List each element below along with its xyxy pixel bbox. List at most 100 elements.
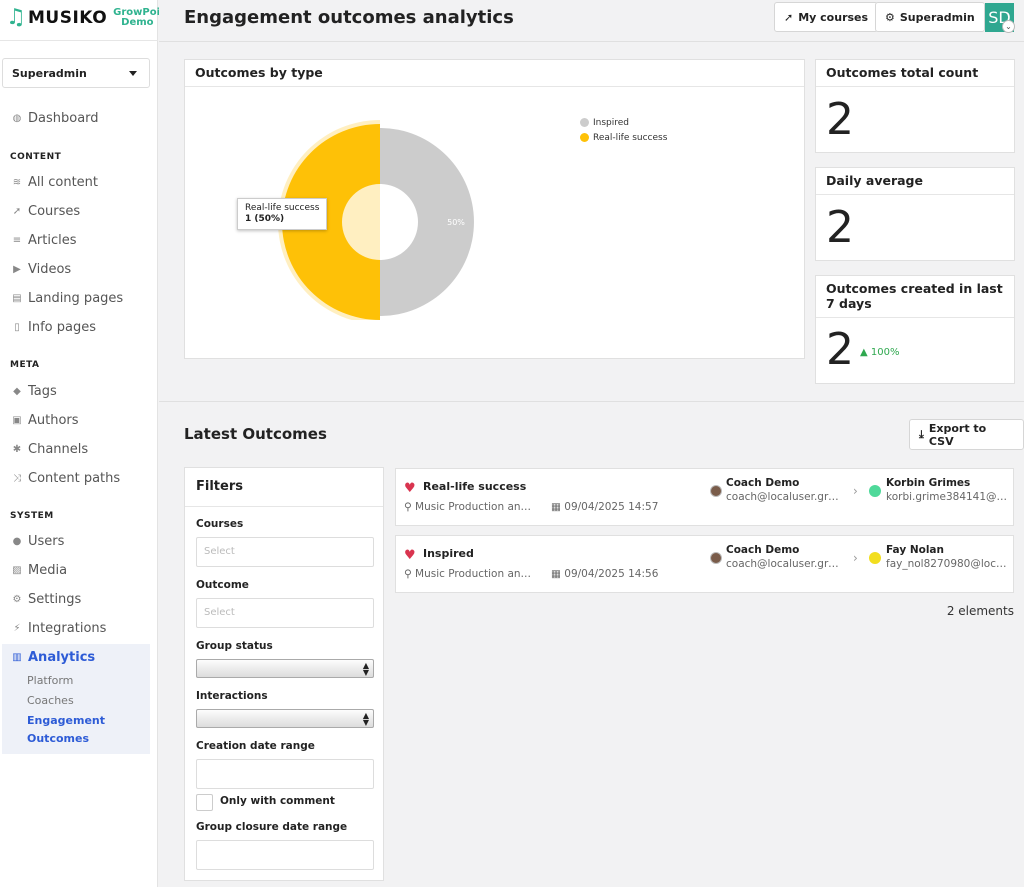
heartbeat-icon: ♥ bbox=[404, 548, 416, 563]
stat-delta: ▲ 100% bbox=[860, 347, 900, 358]
creation-date-label: Creation date range bbox=[196, 740, 315, 752]
courses-select[interactable]: Select bbox=[196, 537, 374, 567]
chart-title: Outcomes by type bbox=[185, 60, 804, 87]
coach-name: Coach Demo bbox=[726, 544, 800, 556]
caret-up-icon: ▲ bbox=[860, 347, 868, 358]
app-logo[interactable]: ♫ MUSIKO GrowPoint Demo bbox=[6, 5, 172, 31]
only-with-comment-checkbox[interactable] bbox=[196, 794, 213, 811]
section-header-system: SYSTEM bbox=[10, 511, 54, 521]
brand-name: MUSIKO bbox=[28, 8, 108, 28]
export-csv-button[interactable]: ⤓ Export to CSV bbox=[909, 419, 1024, 450]
sidebar-item-channels[interactable]: ✱ Channels bbox=[0, 437, 150, 461]
calendar-icon: ▦ bbox=[551, 568, 565, 580]
stat-title: Outcomes total count bbox=[816, 60, 1014, 87]
stat-title: Daily average bbox=[816, 168, 1014, 195]
sidebar-item-videos[interactable]: ▶ Videos bbox=[0, 257, 150, 281]
sidebar-item-landing-pages[interactable]: ▤ Landing pages bbox=[0, 286, 150, 310]
music-note-icon: ♫ bbox=[6, 5, 26, 30]
outcome-type: Inspired bbox=[423, 547, 474, 560]
my-courses-button[interactable]: ➚ My courses bbox=[774, 2, 879, 32]
legend-item-real-life-success[interactable]: Real-life success bbox=[580, 130, 667, 145]
map-marker-icon: ⚲ bbox=[404, 568, 416, 580]
user-email: fay_nol8270980@localuser bbox=[886, 558, 1008, 570]
last-7-days-card: Outcomes created in last 7 days 2 ▲ 100% bbox=[815, 275, 1015, 384]
sidebar: ♫ MUSIKO GrowPoint Demo Superadmin ◍ Das… bbox=[0, 0, 172, 887]
rss-icon: ≋ bbox=[12, 176, 22, 188]
calendar-icon: ▦ bbox=[551, 501, 565, 513]
sidebar-item-info-pages[interactable]: ▯ Info pages bbox=[0, 315, 150, 339]
pie-chart: 50% bbox=[278, 120, 474, 320]
id-card-icon: ▣ bbox=[12, 414, 22, 426]
elements-count: 2 elements bbox=[946, 604, 1014, 618]
user-avatar bbox=[869, 485, 881, 497]
sidebar-item-articles[interactable]: ≡ Articles bbox=[0, 228, 150, 252]
rocket-icon: ➚ bbox=[784, 10, 794, 24]
user-avatar bbox=[869, 552, 881, 564]
role-select[interactable]: Superadmin bbox=[2, 58, 150, 88]
coach-avatar bbox=[710, 485, 722, 497]
top-header: Engagement outcomes analytics ➚ My cours… bbox=[159, 0, 1024, 42]
outcome-type: Real-life success bbox=[423, 480, 527, 493]
sidebar-item-settings[interactable]: ⚙ Settings bbox=[0, 587, 150, 611]
sidebar-item-analytics[interactable]: ▥ Analytics bbox=[0, 645, 150, 669]
legend-item-inspired[interactable]: Inspired bbox=[580, 115, 667, 130]
outcome-row[interactable]: ♥ Real-life success ⚲ Music Production a… bbox=[395, 468, 1014, 526]
section-header-content: CONTENT bbox=[10, 152, 62, 162]
rocket-icon: ➚ bbox=[12, 205, 22, 217]
interactions-label: Interactions bbox=[196, 690, 268, 702]
chart-tooltip: Real-life success 1 (50%) bbox=[237, 198, 328, 230]
sidebar-item-media[interactable]: ▨ Media bbox=[0, 558, 150, 582]
pie-slice-real-life-success[interactable] bbox=[282, 124, 380, 320]
sidebar-item-users[interactable]: ● Users bbox=[0, 529, 150, 553]
stat-value: 2 bbox=[826, 202, 854, 253]
sidebar-item-integrations[interactable]: ⚡ Integrations bbox=[0, 616, 150, 640]
sidebar-subitem-outcomes[interactable]: Outcomes bbox=[27, 732, 89, 745]
superadmin-button[interactable]: ⚙ Superadmin bbox=[875, 2, 985, 32]
stat-value: 2 bbox=[826, 94, 854, 145]
closure-date-label: Group closure date range bbox=[196, 821, 348, 833]
stat-title: Outcomes created in last 7 days bbox=[816, 276, 1014, 318]
sidebar-item-content-paths[interactable]: ⤨ Content paths bbox=[0, 466, 150, 490]
total-count-card: Outcomes total count 2 bbox=[815, 59, 1015, 153]
creation-date-range-input[interactable] bbox=[196, 759, 374, 789]
sidebar-item-dashboard[interactable]: ◍ Dashboard bbox=[0, 106, 150, 130]
outcome-course: ⚲ Music Production and Mixing bbox=[404, 568, 534, 580]
group-status-select[interactable]: ▲ ▼ bbox=[196, 659, 374, 678]
user-email: korbi.grime384141@localuser bbox=[886, 491, 1008, 503]
pie-slice-inspired[interactable] bbox=[380, 128, 474, 316]
outcome-course: ⚲ Music Production and Mixing bbox=[404, 501, 534, 513]
closure-date-range-input[interactable] bbox=[196, 840, 374, 870]
sidebar-subitem-platform[interactable]: Platform bbox=[27, 674, 74, 687]
interactions-select[interactable]: ▲ ▼ bbox=[196, 709, 374, 728]
coach-email: coach@localuser.growpoint bbox=[726, 491, 844, 503]
chevron-right-icon: › bbox=[853, 484, 858, 498]
chart-legend: Inspired Real-life success bbox=[580, 115, 667, 145]
sidebar-item-tags[interactable]: ◆ Tags bbox=[0, 379, 150, 403]
tag-icon: ◆ bbox=[13, 385, 21, 397]
user-name: Fay Nolan bbox=[886, 544, 944, 556]
updown-arrow-icon: ▲ ▼ bbox=[362, 661, 369, 677]
outcome-row[interactable]: ♥ Inspired ⚲ Music Production and Mixing… bbox=[395, 535, 1014, 593]
group-status-label: Group status bbox=[196, 640, 273, 652]
filters-panel: Filters Courses Select Outcome Select Gr… bbox=[184, 467, 384, 881]
divider bbox=[159, 401, 1024, 402]
sidebar-item-courses[interactable]: ➚ Courses bbox=[0, 199, 150, 223]
asterisk-icon: ✱ bbox=[12, 443, 22, 455]
user-name: Korbin Grimes bbox=[886, 477, 971, 489]
filters-title: Filters bbox=[185, 468, 383, 507]
chevron-down-icon[interactable]: ⌄ bbox=[1002, 20, 1015, 33]
sidebar-subitem-coaches[interactable]: Coaches bbox=[27, 694, 74, 707]
outcome-date: ▦ 09/04/2025 14:57 bbox=[551, 501, 659, 513]
updown-arrow-icon: ▲ ▼ bbox=[362, 711, 369, 727]
sidebar-subitem-engagement[interactable]: Engagement bbox=[27, 714, 105, 727]
sidebar-item-authors[interactable]: ▣ Authors bbox=[0, 408, 150, 432]
map-marker-icon: ⚲ bbox=[404, 501, 416, 513]
gear-icon: ⚙ bbox=[885, 10, 895, 24]
plug-icon: ⚡ bbox=[13, 622, 21, 634]
sidebar-item-all-content[interactable]: ≋ All content bbox=[0, 170, 150, 194]
file-icon: ▯ bbox=[14, 321, 20, 333]
chevron-right-icon: › bbox=[853, 551, 858, 565]
coach-avatar bbox=[710, 552, 722, 564]
outcome-select[interactable]: Select bbox=[196, 598, 374, 628]
user-icon: ● bbox=[12, 535, 22, 547]
